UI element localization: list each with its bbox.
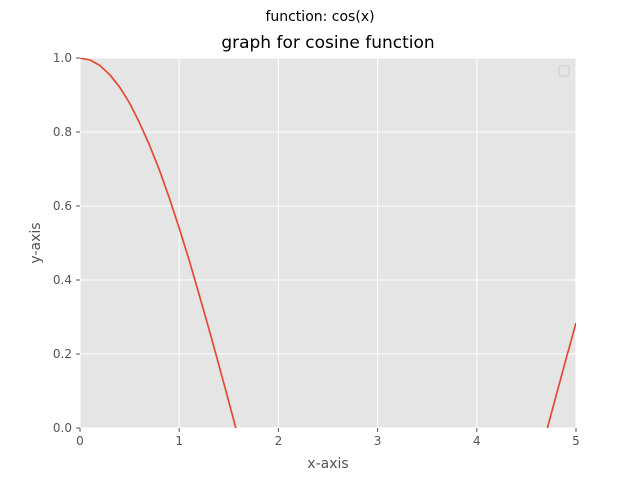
y-tick-label: 0.6 <box>53 199 72 213</box>
axis-ticks: 0 1 2 3 4 5 0.0 0.2 0.4 0.6 0.8 1.0 <box>53 51 580 448</box>
series-layer <box>80 58 576 428</box>
x-tick-label: 2 <box>275 434 283 448</box>
x-axis-label: x-axis <box>307 456 348 472</box>
series-line-segment-1 <box>80 58 237 428</box>
figure-suptitle: function: cos(x) <box>265 9 374 25</box>
chart-title: graph for cosine function <box>221 33 434 53</box>
legend-box <box>558 65 570 77</box>
y-tick-label: 0.2 <box>53 347 72 361</box>
grid-lines <box>79 57 577 429</box>
y-tick-label: 1.0 <box>53 51 72 65</box>
y-tick-label: 0.4 <box>53 273 72 287</box>
y-axis-label: y-axis <box>28 222 44 263</box>
x-tick-label: 5 <box>572 434 580 448</box>
x-tick-label: 3 <box>374 434 382 448</box>
y-tick-label: 0.8 <box>53 125 72 139</box>
plot-area <box>80 58 576 428</box>
x-tick-label: 4 <box>473 434 481 448</box>
x-tick-label: 0 <box>76 434 84 448</box>
y-tick-label: 0.0 <box>53 421 72 435</box>
series-line-segment-2 <box>546 322 576 428</box>
x-tick-label: 1 <box>175 434 183 448</box>
